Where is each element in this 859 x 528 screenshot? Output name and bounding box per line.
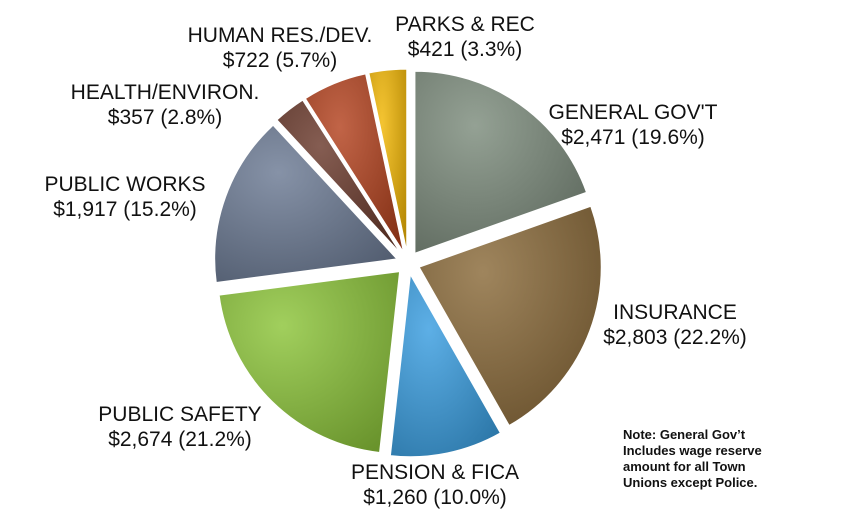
footnote-line: Note: General Gov’t bbox=[623, 427, 746, 442]
slice-value: $722 (5.7%) bbox=[222, 49, 338, 72]
slice-name: PENSION & FICA bbox=[350, 461, 520, 484]
footnote-line: Unions except Police. bbox=[623, 475, 758, 490]
pie-slice-health-environ bbox=[276, 99, 402, 254]
label-public-works: PUBLIC WORKS $1,917 (15.2%) bbox=[30, 172, 220, 222]
slice-value: $2,471 (19.6%) bbox=[561, 126, 705, 149]
label-insurance: INSURANCE $2,803 (22.2%) bbox=[595, 300, 755, 350]
slice-value: $1,917 (15.2%) bbox=[53, 198, 197, 221]
slice-value: $357 (2.8%) bbox=[107, 106, 223, 129]
footnote-line: Includes wage reserve bbox=[623, 443, 762, 458]
pie-slice-general-gov-t bbox=[414, 70, 588, 254]
slice-name: HEALTH/ENVIRON. bbox=[70, 81, 260, 104]
slice-name: PARKS & REC bbox=[395, 13, 535, 36]
pie-slice-public-works bbox=[214, 124, 398, 284]
slice-value: $2,803 (22.2%) bbox=[603, 326, 747, 349]
slice-name: PUBLIC WORKS bbox=[44, 173, 206, 196]
slice-value: $2,674 (21.2%) bbox=[108, 428, 252, 451]
footnote: Note: General Gov’t Includes wage reserv… bbox=[623, 427, 823, 491]
slice-name: PUBLIC SAFETY bbox=[98, 403, 262, 426]
footnote-line: amount for all Town bbox=[623, 459, 746, 474]
pie-slice-public-safety bbox=[218, 270, 401, 454]
label-general-govt: GENERAL GOV'T $2,471 (19.6%) bbox=[548, 100, 718, 150]
slice-name: HUMAN RES./DEV. bbox=[187, 24, 373, 47]
pie-slice-parks-rec bbox=[368, 68, 408, 252]
label-pension-fica: PENSION & FICA $1,260 (10.0%) bbox=[345, 460, 525, 510]
label-public-safety: PUBLIC SAFETY $2,674 (21.2%) bbox=[90, 402, 270, 452]
pie-slice-pension-fica bbox=[389, 273, 502, 458]
label-health-environ: HEALTH/ENVIRON. $357 (2.8%) bbox=[65, 80, 265, 130]
slice-name: INSURANCE bbox=[613, 301, 737, 324]
label-parks-rec: PARKS & REC $421 (3.3%) bbox=[390, 12, 540, 62]
slice-value: $421 (3.3%) bbox=[407, 38, 523, 61]
pie-slice-human-res-dev bbox=[304, 73, 404, 253]
label-human-res-dev: HUMAN RES./DEV. $722 (5.7%) bbox=[175, 23, 385, 73]
pie-slice-insurance bbox=[418, 205, 602, 427]
slice-name: GENERAL GOV'T bbox=[548, 101, 718, 124]
slice-value: $1,260 (10.0%) bbox=[363, 486, 507, 509]
